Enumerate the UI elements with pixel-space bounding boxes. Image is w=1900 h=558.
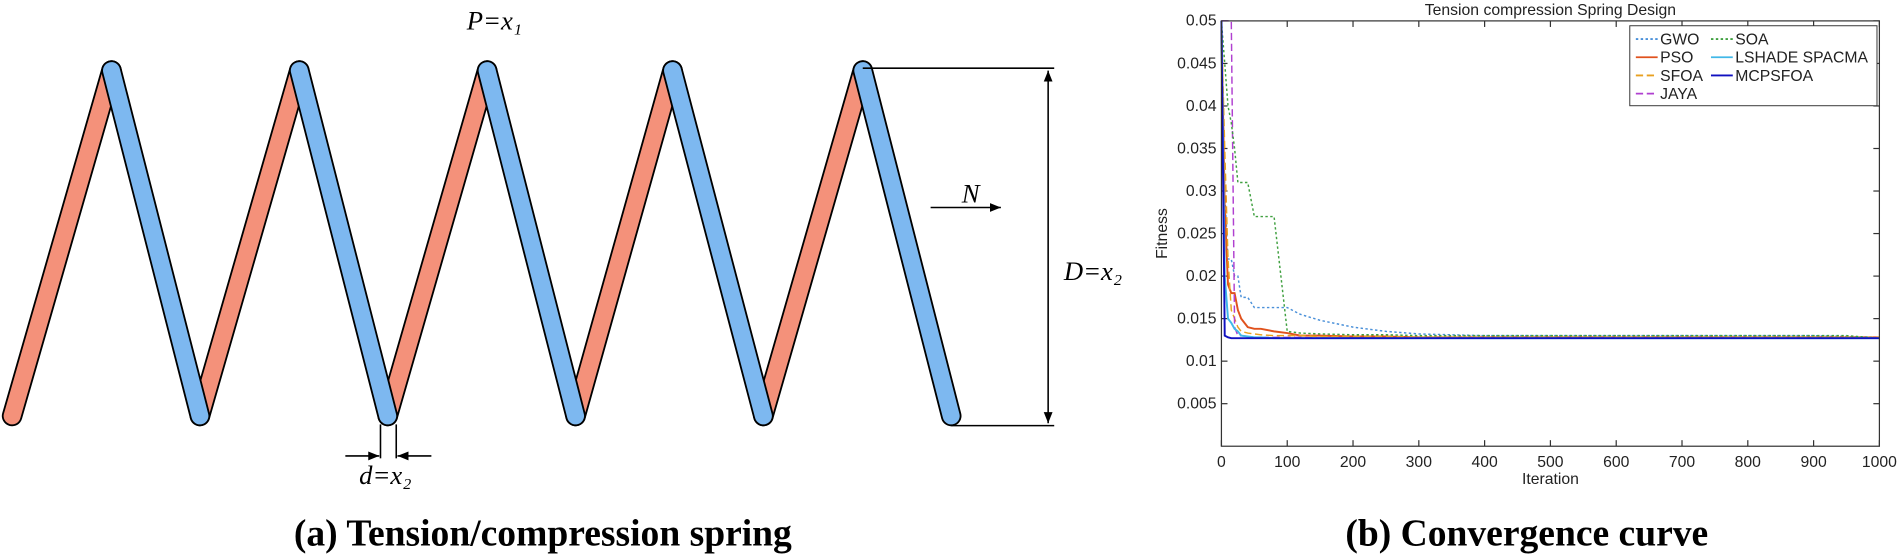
chart: 0.005 0.01 0.015 0.02 0.025 0.03 0.035 0.04 0.04… <box>1154 2 1897 488</box>
y-tick-label: 0.005 <box>1177 396 1217 413</box>
coil <box>567 62 681 425</box>
legend-box <box>1629 25 1878 107</box>
y-tick-label: 0.03 <box>1186 183 1217 200</box>
plot-frame <box>1220 20 1881 447</box>
y-tick-label: 0.05 <box>1186 13 1217 30</box>
x-tick-label: 100 <box>1274 454 1301 471</box>
legend-label: JAYA <box>1660 86 1698 103</box>
y-tick-label: 0.035 <box>1177 140 1217 157</box>
x-tick-label: 700 <box>1669 454 1696 471</box>
y-tick-label: 0.01 <box>1186 353 1217 370</box>
y-axis-label: Fitness <box>1154 208 1171 259</box>
coil-label: N <box>961 179 981 209</box>
caption: (a) Tension/compression spring <box>294 514 792 555</box>
legend-label: PSO <box>1660 50 1693 67</box>
legend-label: SOA <box>1735 32 1769 49</box>
mean-diameter-label: D=x₂ <box>1063 256 1122 286</box>
x-tick-label: 800 <box>1735 454 1762 471</box>
coil <box>3 62 120 425</box>
dimensions <box>345 67 1055 461</box>
y-tick-label: 0.025 <box>1177 225 1217 242</box>
coil <box>191 62 308 425</box>
load-label: P=x₁ <box>466 5 522 35</box>
x-tick-label: 600 <box>1603 454 1630 471</box>
x-axis-label: Iteration <box>1522 471 1579 488</box>
x-tick-label: 900 <box>1800 454 1827 471</box>
y-tick-label: 0.045 <box>1177 55 1217 72</box>
coil <box>754 62 872 425</box>
legend-label: GWO <box>1660 32 1699 49</box>
coil <box>478 62 585 425</box>
legend-label: SFOA <box>1660 68 1703 85</box>
spring-diagram <box>1 60 962 427</box>
series-line <box>1220 20 1880 339</box>
x-tick-label: 500 <box>1537 454 1564 471</box>
x-tick-label: 300 <box>1406 454 1433 471</box>
chart-title: Tension compression Spring Design <box>1425 2 1676 19</box>
y-tick-label: 0.015 <box>1177 310 1217 327</box>
legend-label: LSHADE SPACMA <box>1735 50 1868 67</box>
series-line <box>1220 20 1880 340</box>
x-tick-label: 1000 <box>1862 454 1897 471</box>
legend-label: MCPSFOA <box>1735 68 1813 85</box>
coil <box>102 62 209 425</box>
coil <box>854 62 960 425</box>
x-tick-label: 400 <box>1471 454 1498 471</box>
wire-diameter-label: d=x₂ <box>359 460 411 490</box>
coil <box>290 62 397 425</box>
coil <box>664 62 772 425</box>
y-tick-label: 0.04 <box>1186 98 1217 115</box>
y-tick-label: 0.02 <box>1186 268 1217 285</box>
caption: (b) Convergence curve <box>1345 514 1708 555</box>
coil <box>379 62 496 425</box>
x-tick-label: 0 <box>1217 454 1226 471</box>
x-tick-label: 200 <box>1340 454 1367 471</box>
